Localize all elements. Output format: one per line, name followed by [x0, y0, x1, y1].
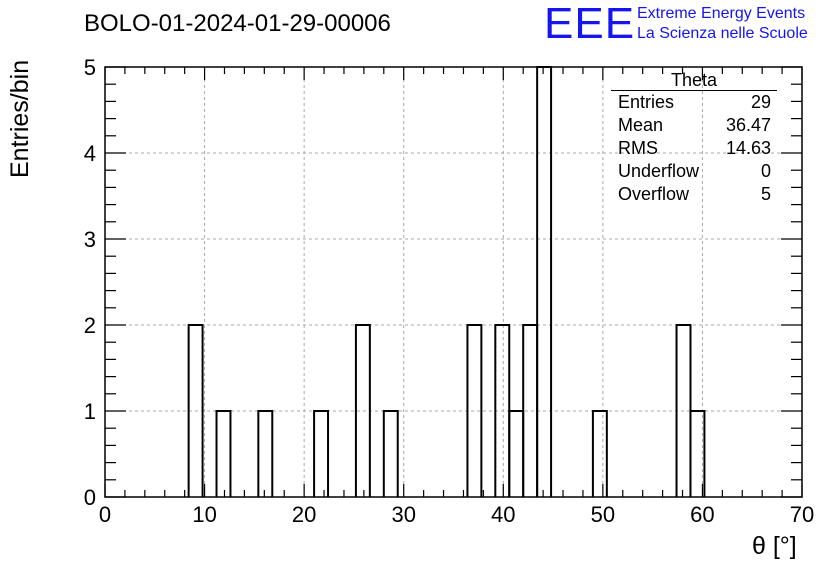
x-tick-label: 10 — [192, 502, 216, 527]
stats-label: Underflow — [618, 161, 700, 181]
eee-logo: EEE — [544, 0, 636, 48]
stats-row-rms: RMS 14.63 — [611, 137, 777, 160]
x-tick-label: 30 — [391, 502, 415, 527]
histogram-bar — [187, 324, 204, 497]
stats-value: 14.63 — [725, 138, 771, 158]
y-tick-label: 0 — [84, 485, 96, 510]
histogram-bar — [536, 66, 553, 497]
histogram-bar — [215, 410, 232, 497]
stats-label: Entries — [618, 92, 675, 112]
stats-value: 0 — [760, 161, 771, 181]
stats-label: RMS — [618, 138, 658, 158]
stats-value: 36.47 — [725, 115, 771, 135]
x-tick-label: 60 — [690, 502, 714, 527]
plot-frame — [104, 66, 803, 498]
y-tick-label: 4 — [84, 141, 96, 166]
x-tick-label: 20 — [292, 502, 316, 527]
stats-value: 5 — [760, 184, 771, 204]
histogram-bar — [508, 410, 525, 497]
y-tick-label: 3 — [84, 227, 96, 252]
histogram-bar — [689, 410, 706, 497]
x-axis-label: θ [°] — [752, 532, 797, 560]
x-tick-label: 70 — [790, 502, 814, 527]
histogram-bar — [382, 410, 399, 497]
stats-row-underflow: Underflow 0 — [611, 160, 777, 183]
logo-line-2: La Scienza nelle Scuole — [637, 25, 808, 42]
stats-title: Theta — [611, 70, 777, 91]
logo-text: Extreme Energy Events La Scienza nelle S… — [637, 4, 808, 44]
x-tick-label: 0 — [99, 502, 111, 527]
chart-title: BOLO-01-2024-01-29-00006 — [84, 10, 391, 37]
y-tick-label: 2 — [84, 313, 96, 338]
stats-label: Mean — [618, 115, 664, 135]
stats-row-mean: Mean 36.47 — [611, 114, 777, 137]
histogram-bar — [257, 410, 274, 497]
y-axis-label: Entries/bin — [6, 59, 34, 178]
stats-label: Overflow — [618, 184, 690, 204]
histogram-bar — [466, 324, 483, 497]
histogram-bar — [354, 324, 371, 497]
histogram-bar — [591, 410, 608, 497]
x-tick-label: 40 — [491, 502, 515, 527]
x-tick-label: 50 — [591, 502, 615, 527]
histogram-bar — [313, 410, 330, 497]
y-tick-label: 1 — [84, 399, 96, 424]
stats-row-overflow: Overflow 5 — [611, 183, 777, 206]
stats-box: Theta Entries 29 Mean 36.47 RMS 14.63 Un… — [611, 70, 777, 206]
logo-line-1: Extreme Energy Events — [637, 5, 806, 22]
stats-value: 29 — [750, 92, 771, 112]
y-tick-label: 5 — [84, 55, 96, 80]
stats-row-entries: Entries 29 — [611, 91, 777, 114]
